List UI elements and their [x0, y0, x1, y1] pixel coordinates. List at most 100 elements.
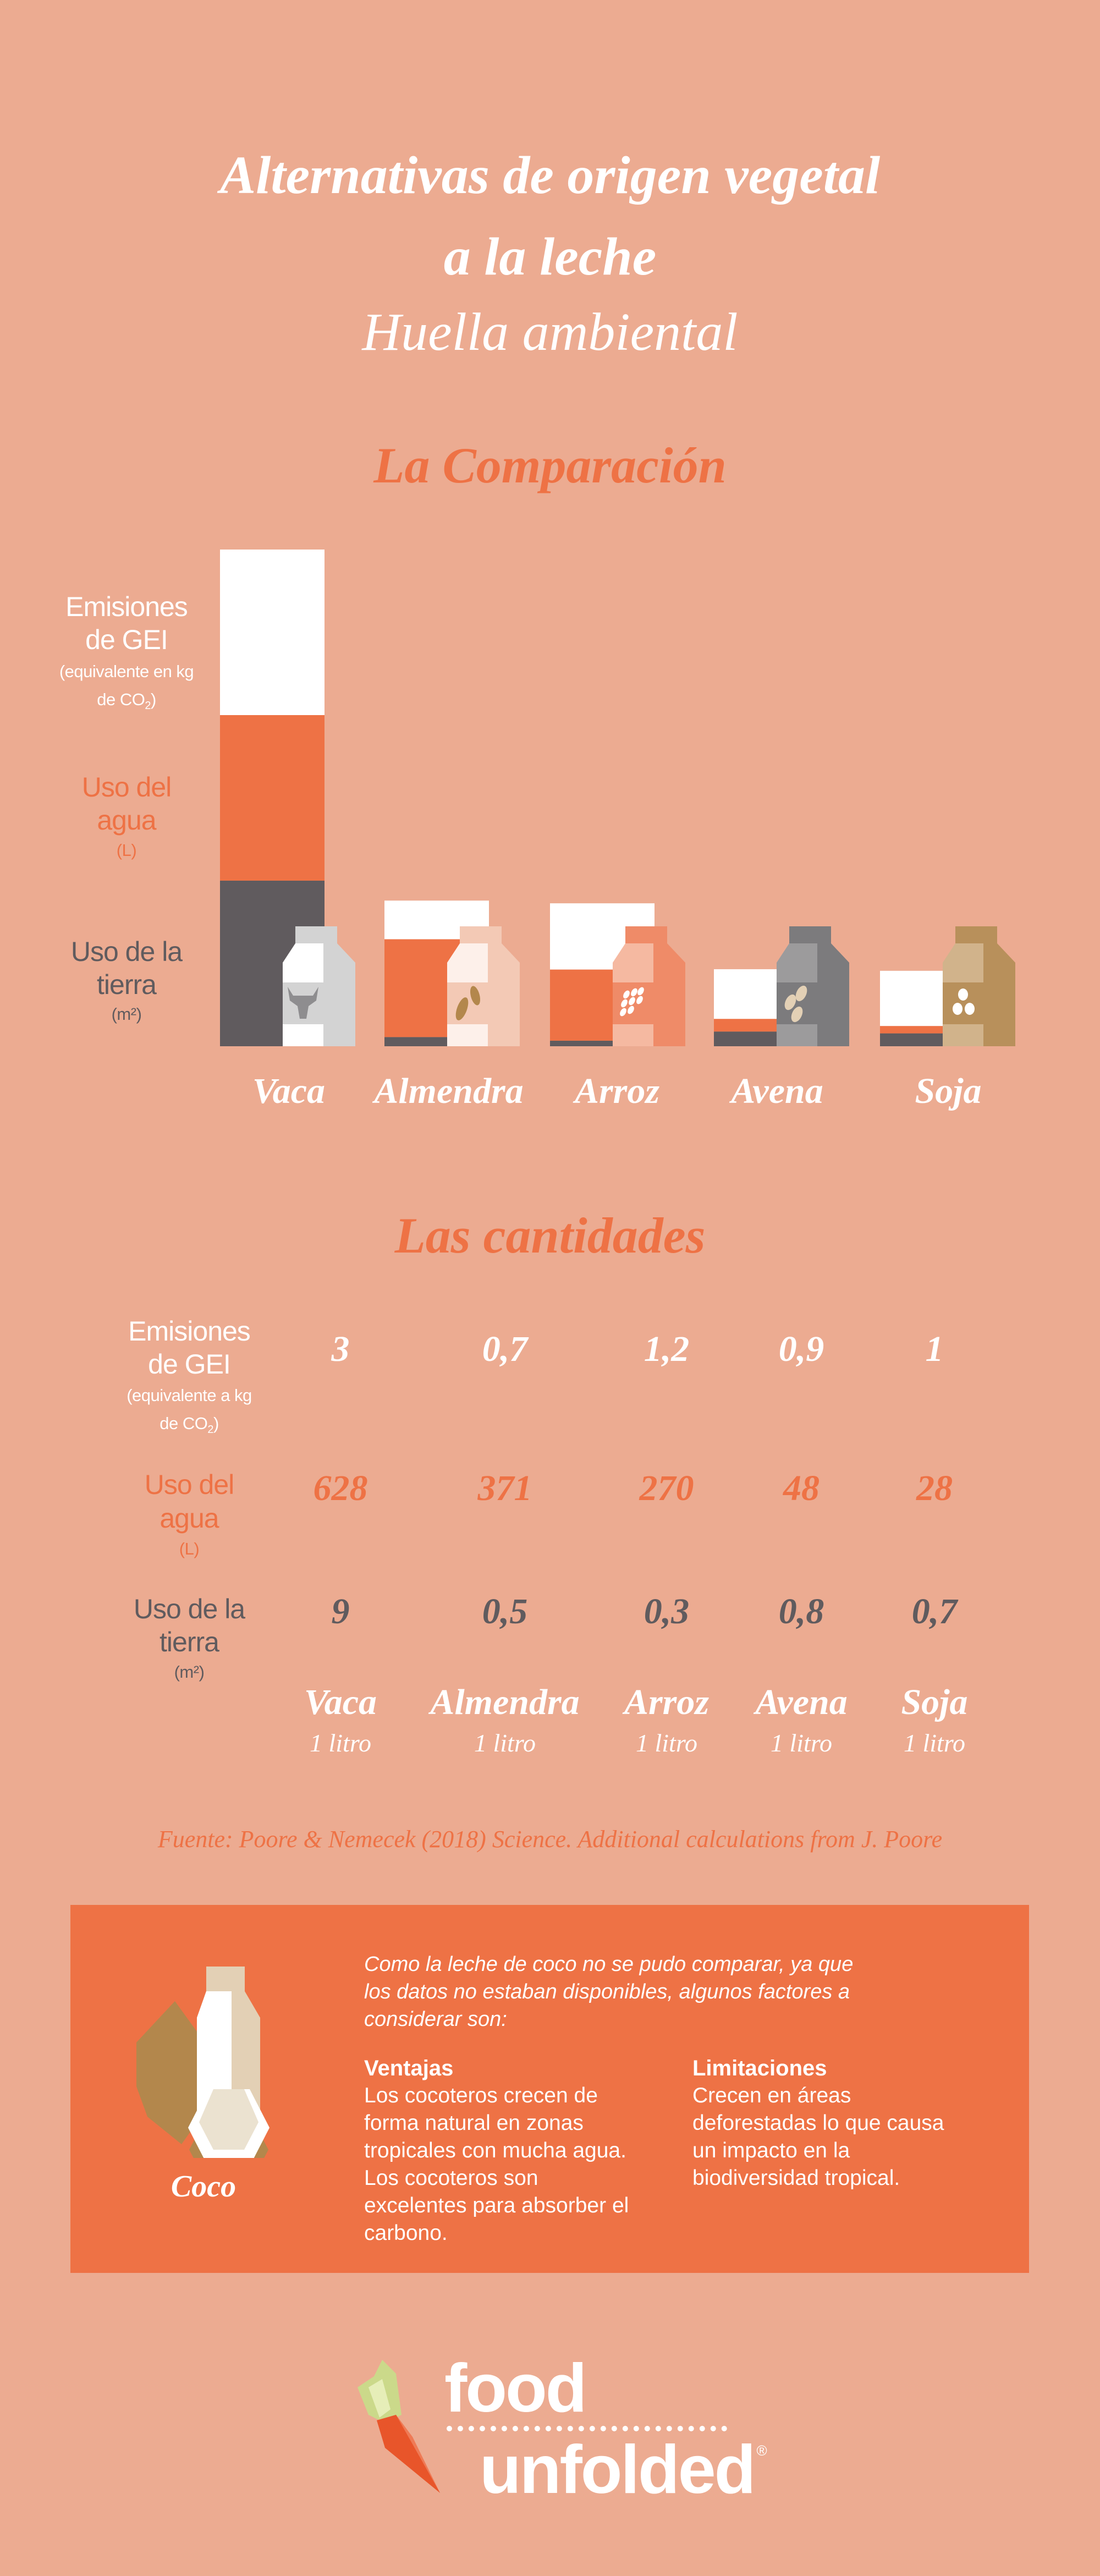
unit-close: ) — [213, 1414, 219, 1433]
carton-cap — [625, 926, 667, 944]
registered-mark: ® — [756, 2442, 767, 2459]
value-land: 0,3 — [644, 1591, 690, 1632]
comparison-chart: Vaca Almendra Arroz Avena Soja — [220, 550, 1015, 1111]
row-label-water-line2: agua — [160, 1503, 219, 1534]
limitations-title: Limitaciones — [692, 2056, 827, 2080]
carton-cap — [295, 926, 337, 944]
legend-land-line1: Uso de la — [70, 936, 183, 967]
soy-bean-icon — [953, 1003, 963, 1015]
category-label: Arroz — [573, 1071, 659, 1111]
advantages-line: Los cocoteros crecen de — [364, 2084, 598, 2107]
legend-ghg-unit2: de CO2) — [28, 691, 226, 711]
limitations-line: deforestadas lo que causa — [692, 2111, 944, 2135]
rice-grain-icon — [629, 997, 635, 1006]
column-name: Vaca — [304, 1682, 377, 1722]
carton-right-face — [817, 943, 849, 1046]
category-label: Avena — [729, 1071, 823, 1111]
column-unit: 1 litro — [903, 1729, 966, 1757]
category-label: Almendra — [372, 1071, 523, 1111]
title-line-2: a la leche — [443, 227, 657, 287]
logo-unfolded-row: unfolded ® — [480, 2436, 767, 2504]
carton-right-face — [653, 943, 685, 1046]
rice-grain-icon — [623, 990, 630, 999]
cow-head-icon — [288, 987, 318, 1019]
limitations-column: Limitaciones Crecen en áreas deforestada… — [692, 2055, 1000, 2192]
column-name: Almendra — [430, 1682, 580, 1722]
rice-grain-icon — [631, 988, 637, 997]
intro-line: considerar son: — [364, 2008, 507, 2031]
value-ghg: 1 — [925, 1329, 944, 1369]
row-label-water-line1: Uso del — [144, 1469, 235, 1500]
coconut-milk-icon — [136, 1967, 270, 2158]
unit-subscript: 2 — [145, 700, 151, 712]
value-land: 0,5 — [482, 1591, 528, 1632]
soy-bean-icon — [958, 988, 968, 1001]
value-ghg: 0,9 — [778, 1329, 824, 1369]
carton-cap — [955, 926, 997, 944]
column-unit: 1 litro — [309, 1729, 372, 1757]
almond-icon — [455, 997, 469, 1020]
coconut-shell-icon — [136, 2001, 207, 2144]
column-unit: 1 litro — [474, 1729, 536, 1757]
legend-ghg-line2: de GEI — [85, 624, 168, 655]
value-water: 371 — [477, 1468, 532, 1508]
rice-grain-icon — [621, 999, 628, 1008]
column-name: Avena — [755, 1682, 848, 1722]
subtitle: Huella ambiental — [362, 303, 738, 362]
value-land: 0,8 — [778, 1591, 824, 1632]
legend-ghg-unit1: (equivalente en kg — [59, 662, 194, 681]
oat-grain-icon — [791, 1006, 803, 1023]
oat-grain-icon — [784, 994, 796, 1010]
rice-grain-icon — [636, 996, 643, 1004]
intro-line: Como la leche de coco no se pudo compara… — [364, 1953, 854, 1976]
unit-text: de CO — [97, 690, 145, 709]
unit-close: ) — [150, 690, 156, 709]
bar-segment-land — [550, 1040, 654, 1046]
legend-water-unit: (L) — [116, 841, 137, 860]
advantages-column: Ventajas Los cocoteros crecen de forma n… — [364, 2055, 672, 2247]
carton-right-face — [983, 943, 1015, 1046]
advantages-line: Los cocoteros son — [364, 2166, 538, 2190]
carrot-icon — [358, 2360, 440, 2493]
value-water: 270 — [639, 1468, 694, 1508]
bar-segment-water — [220, 715, 324, 881]
row-label-land-line1: Uso de la — [133, 1594, 245, 1624]
value-water: 28 — [916, 1468, 953, 1508]
advantages-line: carbono. — [364, 2221, 448, 2245]
advantages-line: excelentes para absorber el — [364, 2194, 629, 2217]
value-ghg: 0,7 — [482, 1329, 528, 1369]
carton-right-face — [323, 943, 355, 1046]
carton-right-face — [488, 943, 520, 1046]
column-unit: 1 litro — [770, 1729, 833, 1757]
value-water: 48 — [783, 1468, 820, 1508]
bar-segment-ghg — [220, 550, 324, 715]
row-label-ghg-line1: Emisiones — [128, 1316, 251, 1347]
unit-subscript: 2 — [207, 1424, 213, 1436]
advantages-title: Ventajas — [364, 2056, 454, 2080]
value-ghg: 3 — [331, 1329, 350, 1369]
column-name: Arroz — [624, 1682, 710, 1722]
legend-land-unit: (m²) — [111, 1004, 142, 1024]
rice-grain-icon — [628, 1006, 634, 1014]
soy-bean-icon — [965, 1003, 975, 1015]
limitations-line: Crecen en áreas — [692, 2084, 851, 2107]
logo-food: food — [444, 2350, 587, 2426]
limitations-line: un impacto en la — [692, 2139, 850, 2162]
value-land: 9 — [331, 1591, 350, 1632]
advantages-line: tropicales con mucha agua. — [364, 2139, 626, 2162]
rice-grain-icon — [620, 1008, 626, 1017]
value-water: 628 — [313, 1468, 368, 1508]
oat-grain-icon — [795, 985, 807, 1002]
legend-ghg-line1: Emisiones — [65, 591, 188, 622]
carton-cap — [460, 926, 502, 944]
advantages-line: forma natural en zonas — [364, 2111, 584, 2135]
row-label-land-line2: tierra — [160, 1627, 219, 1657]
value-ghg: 1,2 — [644, 1329, 690, 1369]
logo-unfolded: unfolded — [480, 2432, 756, 2508]
column-name: Soja — [901, 1682, 968, 1722]
legend-water-line1: Uso del — [81, 772, 172, 803]
category-label: Vaca — [252, 1071, 325, 1111]
value-land: 0,7 — [911, 1591, 958, 1632]
row-label-water-unit: (L) — [179, 1539, 200, 1558]
limitations-line: biodiversidad tropical. — [692, 2166, 900, 2190]
